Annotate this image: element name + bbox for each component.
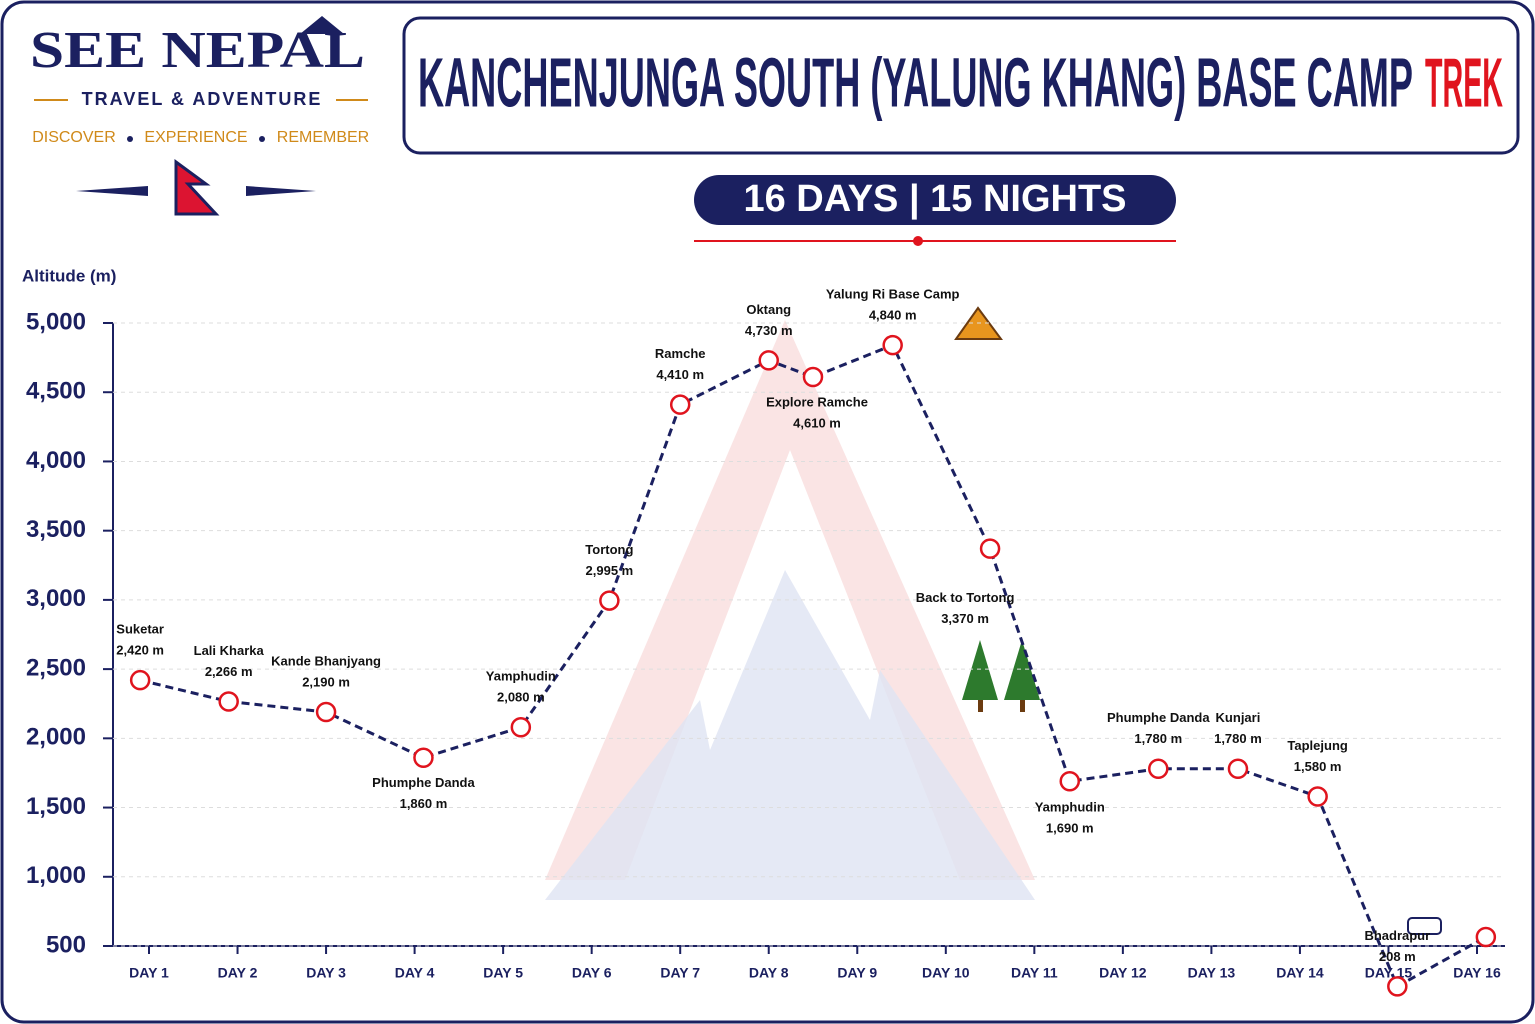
value-label: 1,780 m	[1134, 731, 1182, 746]
value-label: 4,610 m	[793, 415, 841, 430]
point-name: Yalung Ri Base Camp	[826, 287, 960, 302]
dot	[259, 136, 265, 142]
ornament	[76, 186, 316, 196]
point	[1387, 976, 1408, 997]
point-name: Yamphudin	[1035, 800, 1105, 815]
point	[413, 747, 434, 768]
x-tick-label: DAY 1	[129, 965, 169, 981]
point	[1307, 786, 1328, 807]
y-tick-label: 3,000	[26, 585, 86, 612]
value-label: 2,190 m	[302, 674, 350, 689]
y-tick-label: 4,500	[26, 378, 86, 405]
x-tick-label: DAY 16	[1453, 965, 1501, 981]
point	[882, 334, 903, 356]
trees-icon	[962, 640, 1040, 700]
y-axis-label: Altitude (m)	[22, 266, 116, 285]
value-label: 1,580 m	[1294, 759, 1342, 774]
x-tick-label: DAY 13	[1188, 965, 1236, 981]
plot: 500 1,000 1,500 2,000 2,500 3,000 3,500 4,000 4,…	[26, 287, 1505, 997]
y-tick-label: 5,000	[26, 308, 86, 335]
point	[129, 669, 151, 691]
dot	[127, 136, 133, 142]
flag	[174, 159, 220, 216]
chart-title: KANCHENJUNGA SOUTH (YALUNG KHANG) BASE C…	[418, 43, 1413, 121]
point-name: Ramche	[655, 346, 706, 361]
trek-line	[139, 343, 1487, 989]
point	[218, 691, 239, 712]
point-name: Phumphe Danda	[372, 775, 475, 790]
point-name: Kunjari	[1216, 710, 1261, 725]
x-tick-label: DAY 3	[306, 965, 346, 981]
point	[315, 701, 337, 723]
value-label: 2,995 m	[586, 563, 634, 578]
point-name: Explore Ramche	[766, 394, 868, 409]
x-tick-label: DAY 11	[1011, 965, 1058, 981]
x-tick-label: DAY 7	[660, 965, 700, 981]
value-label: 3,370 m	[941, 611, 989, 626]
value-label: 2,420 m	[116, 643, 164, 658]
point	[1148, 758, 1169, 780]
point	[802, 366, 824, 388]
dot	[913, 236, 923, 246]
y-tick-label: 500	[46, 931, 86, 958]
point-name: Phumphe Danda	[1107, 710, 1210, 725]
point-name: Back to Tortong	[916, 590, 1015, 605]
value-label: 208 m	[1379, 949, 1416, 964]
point-name: Kande Bhanjyang	[271, 653, 381, 668]
x-tick-label: DAY 9	[837, 965, 877, 981]
mountain-bg	[545, 570, 1035, 900]
x-tick-label: DAY 10	[922, 965, 970, 981]
x-tick-label: DAY 8	[749, 965, 789, 981]
title-box	[402, 16, 1520, 155]
point	[1475, 926, 1497, 948]
trunk	[978, 700, 983, 712]
point-name: Bhadrapur	[1364, 928, 1430, 943]
value-label: 2,266 m	[205, 664, 253, 679]
duration: 16 DAYS | 15 NIGHTS	[743, 178, 1126, 220]
point	[599, 590, 620, 611]
value-label: 1,780 m	[1214, 731, 1262, 746]
point	[979, 538, 1001, 559]
y-tick-label: 3,500	[26, 516, 86, 543]
point	[1227, 758, 1249, 780]
van-icon	[1407, 917, 1442, 935]
point	[1059, 771, 1080, 792]
y-tick-label: 2,000	[26, 724, 86, 751]
point-name: Suketar	[116, 622, 164, 637]
y-tick-label: 1,000	[26, 862, 86, 889]
point-name: Lali Kharka	[194, 643, 265, 658]
y-tick-label: 2,500	[26, 654, 86, 681]
point-name: Oktang	[746, 302, 791, 317]
motto: REMEMBER	[277, 129, 369, 146]
tagline: TRAVEL & ADVENTURE	[82, 89, 323, 109]
y-tick-label: 4,000	[26, 447, 86, 474]
value-label: 1,860 m	[400, 796, 448, 811]
x-tick-label: DAY 12	[1099, 965, 1147, 981]
point-name: Tortong	[585, 542, 633, 557]
y-tick-label: 1,500	[26, 793, 86, 820]
point	[758, 350, 779, 371]
motto: EXPERIENCE	[144, 129, 247, 146]
x-tick-label: DAY 5	[483, 965, 523, 981]
value-label: 4,840 m	[869, 308, 917, 323]
x-tick-label: DAY 2	[218, 965, 258, 981]
value-label: 4,410 m	[656, 367, 704, 382]
logo-peak	[300, 16, 344, 34]
point	[510, 717, 532, 738]
trunk	[1020, 700, 1025, 712]
x-tick-label: DAY 4	[395, 965, 435, 981]
value-label: 1,690 m	[1046, 821, 1094, 836]
value-label: 2,080 m	[497, 690, 545, 705]
x-tick-label: DAY 6	[572, 965, 612, 981]
point	[669, 394, 691, 415]
duration-pill	[694, 175, 1176, 225]
x-tick-label: DAY 14	[1276, 965, 1324, 981]
value-label: 4,730 m	[745, 323, 793, 338]
title-accent: TREK	[1425, 43, 1503, 121]
motto: DISCOVER	[32, 129, 116, 146]
point-name: Yamphudin	[486, 669, 556, 684]
point-name: Taplejung	[1287, 738, 1347, 753]
